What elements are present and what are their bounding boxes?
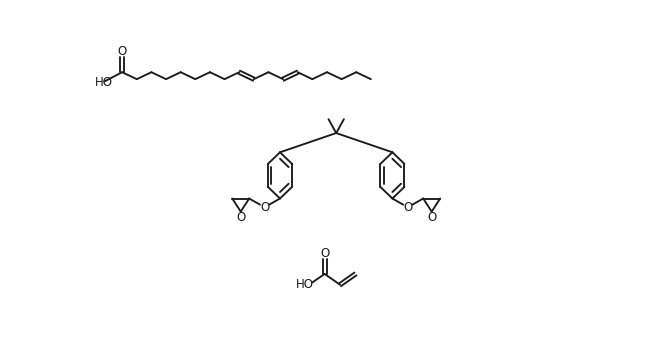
Text: O: O: [427, 211, 436, 224]
Text: HO: HO: [296, 278, 314, 291]
Text: HO: HO: [95, 77, 113, 90]
Text: O: O: [403, 201, 413, 214]
Text: O: O: [117, 45, 127, 58]
Text: O: O: [260, 201, 269, 214]
Text: O: O: [236, 211, 245, 224]
Text: O: O: [320, 247, 329, 260]
